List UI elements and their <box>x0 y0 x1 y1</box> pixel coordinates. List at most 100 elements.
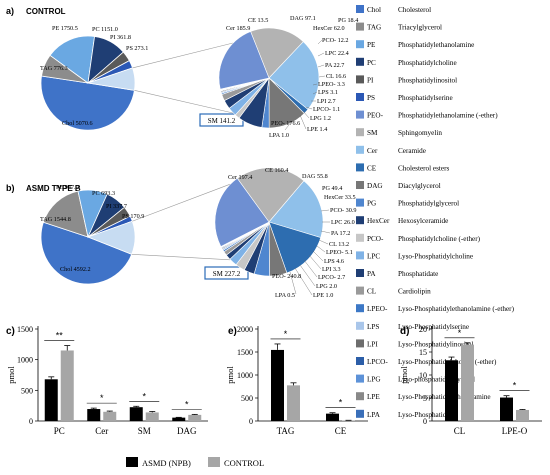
pie-label: PI 361.8 <box>110 34 131 41</box>
pie-legend: Chol Cholesterol TAG Triacylglycerol PE Phosp… <box>356 5 515 419</box>
legend-name: Phosphatidylethanolamine (-ether) <box>398 112 498 120</box>
pie-label: PA 17.2 <box>331 230 350 237</box>
bar <box>326 413 339 421</box>
y-axis-label: pmol <box>225 366 235 384</box>
pie-label: LPS 3.1 <box>318 89 338 96</box>
y-tick-label: 5 <box>423 394 427 403</box>
legend-swatch-hexcer <box>356 216 364 225</box>
pie-label: CE 160.4 <box>265 167 288 174</box>
legend-swatch-lpi <box>356 339 364 348</box>
pie-label: LPEO- 3.3 <box>318 81 345 88</box>
legend-abbr: LPC <box>367 252 380 260</box>
bar <box>516 409 529 421</box>
legend-swatch-dag <box>356 181 364 189</box>
pie-label: Chol 5070.6 <box>62 120 93 127</box>
pie-label: PI 337.7 <box>106 203 127 210</box>
legend-swatch-cl <box>356 286 364 295</box>
detail-slice-sm <box>250 27 304 79</box>
legend-abbr: LPEO- <box>367 305 388 313</box>
legend-abbr: LPCO- <box>367 358 388 366</box>
y-tick-label: 1500 <box>17 325 33 334</box>
bar <box>188 414 202 421</box>
pie-label: DAG 97.1 <box>290 15 316 22</box>
pie-label: PA 22.7 <box>325 62 344 69</box>
pie-label: CL 13.2 <box>329 241 349 248</box>
significance-marker: * <box>513 381 517 391</box>
pie-label: LPI 2.7 <box>317 98 336 105</box>
pie-label: LPE 1.4 <box>307 126 327 133</box>
bar <box>44 379 58 421</box>
legend-abbr: PEO- <box>367 112 384 120</box>
legend-abbr: Cer <box>367 147 378 155</box>
legend-abbr: LPA <box>367 411 381 419</box>
pie-label: LPI 3.3 <box>322 266 341 273</box>
legend-name: Phosphatidylcholine <box>398 59 457 67</box>
y-axis-label: pmol <box>399 366 409 384</box>
pie-leader-line <box>289 271 297 295</box>
y-axis-label: pmol <box>6 366 16 384</box>
legend-swatch-cer <box>356 145 364 154</box>
bar <box>87 409 101 421</box>
pie-leader-line <box>316 245 326 253</box>
x-tick-label: LPE-O <box>502 426 528 436</box>
legend-abbr: LPE <box>367 393 380 401</box>
detail-slice-sm <box>236 167 305 223</box>
legend-name: Phosphatidylglycerol <box>398 200 459 208</box>
pie-label: DAG 55.8 <box>302 173 328 180</box>
pie-label: PEO- 240.8 <box>272 273 301 280</box>
legend-name: Phosphatidate <box>398 270 438 278</box>
y-tick-label: 1500 <box>237 348 253 357</box>
legend-abbr: LPI <box>367 340 378 348</box>
pie-label: LPS 4.6 <box>324 258 344 265</box>
pie-connector-line <box>131 254 231 261</box>
bar <box>342 420 355 421</box>
pie-leader-line <box>305 106 313 110</box>
legend-swatch-pcoo <box>356 233 364 242</box>
significance-marker: * <box>284 329 288 339</box>
bar <box>445 360 458 421</box>
bar <box>103 411 117 421</box>
y-tick-label: 1000 <box>237 371 253 380</box>
legend-abbr: Chol <box>367 6 381 14</box>
significance-marker: * <box>339 398 343 408</box>
pie-label: CL 16.6 <box>326 73 346 80</box>
legend-name: Phosphatidylcholine (-ether) <box>398 235 481 243</box>
panel-b-title: ASMD TYPE B <box>26 184 81 193</box>
legend-abbr: PI <box>367 76 374 84</box>
pie-label: LPA 1.0 <box>269 132 289 139</box>
pie-slice-chol <box>40 75 135 131</box>
pie-label: LPEO- 5.1 <box>326 249 353 256</box>
bar <box>287 385 300 421</box>
bar <box>271 349 284 421</box>
pie-leader-line <box>318 239 329 245</box>
y-tick-label: 0 <box>249 417 253 426</box>
legend-abbr: PA <box>367 270 376 278</box>
bar <box>172 417 186 421</box>
legend-name: Cardiolipin <box>398 288 431 296</box>
pie-label: LPG 2.0 <box>316 283 337 290</box>
legend-name: Lyso-Phosphatidate <box>398 411 455 419</box>
sm-box-label-a: SM 141.2 <box>208 117 236 125</box>
pie-label: PE 947.0 <box>56 184 79 191</box>
significance-marker: * <box>100 393 104 403</box>
pie-label: LPE 1.0 <box>313 292 333 299</box>
pie-label: PS 273.1 <box>126 45 148 52</box>
legend-swatch-pg <box>356 198 364 207</box>
legend-abbr: LPS <box>367 323 379 331</box>
pie-label: PCO- 30.9 <box>330 207 356 214</box>
pie-label: TAG 776.3 <box>40 65 68 72</box>
legend-label-control: CONTROL <box>224 458 264 468</box>
detail-slice-cer <box>268 180 324 238</box>
pie-connector-line <box>134 90 234 114</box>
y-tick-label: 20 <box>419 325 427 334</box>
pie-leader-line <box>302 110 310 119</box>
legend-abbr: TAG <box>367 24 381 32</box>
y-tick-label: 500 <box>21 386 33 395</box>
pie-label: LPCO- 2.7 <box>318 274 345 281</box>
bar <box>129 407 143 421</box>
legend-swatch-pc <box>356 57 364 66</box>
legend-swatch-tag <box>356 22 364 31</box>
legend-swatch-lpcoo <box>356 357 364 365</box>
pie-label: CE 13.5 <box>248 17 268 24</box>
